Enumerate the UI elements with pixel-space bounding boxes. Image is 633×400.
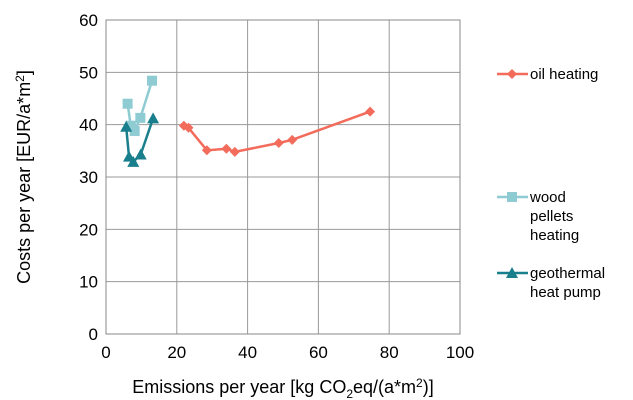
- y-tick-label: 10: [79, 273, 98, 292]
- legend-item: oil heating: [497, 66, 598, 83]
- legend-label: oil heating: [530, 66, 598, 83]
- grid-lines: [105, 19, 461, 335]
- x-axis-ticks: 0 20 40 60 80 100: [101, 343, 474, 362]
- x-tick-label: 0: [101, 343, 110, 362]
- data-point-triangle: [147, 112, 160, 124]
- data-point-diamond: [183, 122, 194, 133]
- data-point-triangle: [127, 155, 140, 167]
- x-tick-label: 20: [167, 343, 186, 362]
- data-point-square: [147, 75, 158, 86]
- data-point-diamond: [201, 145, 212, 156]
- legend-marker-square: [507, 192, 517, 202]
- y-tick-label: 0: [89, 325, 98, 344]
- data-point-square: [129, 125, 140, 136]
- data-point-triangle: [120, 120, 133, 132]
- legend-label: wood: [529, 189, 566, 206]
- x-tick-label: 100: [446, 343, 474, 362]
- data-point-diamond: [287, 134, 298, 145]
- legend-item: geothermal heat pump: [497, 265, 605, 301]
- x-tick-label: 60: [309, 343, 328, 362]
- y-axis-ticks: 0 10 20 30 40 50 60: [79, 11, 98, 344]
- data-point-diamond: [365, 106, 376, 117]
- y-tick-label: 50: [79, 63, 98, 82]
- plot-area-frame: [105, 19, 461, 335]
- legend-label: geothermal: [530, 265, 605, 282]
- data-point-square: [122, 98, 133, 109]
- data-point-triangle: [134, 148, 147, 160]
- y-axis-title: Costs per year [EUR/a*m2]: [13, 70, 34, 284]
- data-point-square: [135, 112, 146, 123]
- legend-label: pellets: [530, 208, 573, 225]
- data-point-diamond: [273, 137, 284, 148]
- series-square: [122, 75, 158, 136]
- data-point-square: [125, 120, 136, 131]
- y-tick-label: 20: [79, 220, 98, 239]
- series-layer: [120, 75, 376, 167]
- legend-marker-diamond: [507, 69, 517, 79]
- data-point-diamond: [221, 143, 232, 154]
- y-tick-label: 60: [79, 11, 98, 30]
- series-diamond: [178, 106, 376, 157]
- x-tick-label: 40: [238, 343, 257, 362]
- legend-label: heat pump: [530, 284, 601, 301]
- legend-item: wood pellets heating: [497, 189, 579, 244]
- data-point-diamond: [229, 146, 240, 157]
- x-axis-title: Emissions per year [kg CO2eq/(a*m2)]: [132, 376, 433, 400]
- legend-label: heating: [530, 227, 579, 244]
- y-tick-label: 40: [79, 116, 98, 135]
- legend-marker-triangle: [506, 267, 518, 278]
- series-triangle: [120, 112, 160, 167]
- y-tick-label: 30: [79, 168, 98, 187]
- legend: oil heating wood pellets heating geothermal h…: [497, 66, 605, 301]
- x-tick-label: 80: [380, 343, 399, 362]
